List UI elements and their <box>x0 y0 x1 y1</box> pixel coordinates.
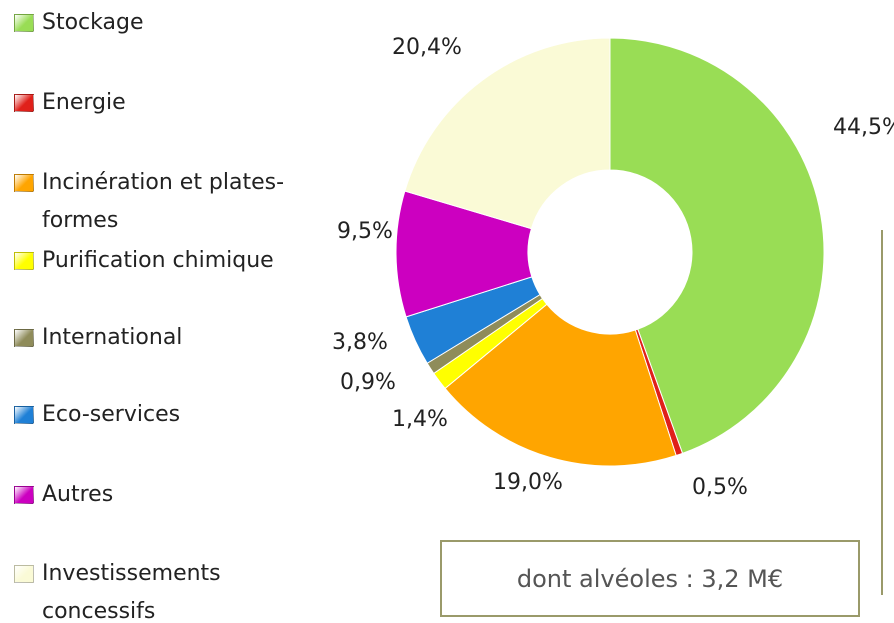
annotation: dont alvéoles : 3,2 M€ <box>440 540 860 617</box>
data-label: 3,8% <box>332 330 388 355</box>
data-label: 20,4% <box>392 35 462 60</box>
legend-label: Incinération et plates-formes <box>42 170 285 233</box>
legend-item: Energie <box>14 84 334 122</box>
legend-item: Autres <box>14 476 334 514</box>
data-label: 0,9% <box>340 370 396 395</box>
annotation-line <box>881 230 883 595</box>
legend-label: Energie <box>42 90 126 115</box>
legend-item: International <box>14 319 334 357</box>
legend-swatch <box>14 329 34 347</box>
slice <box>609 37 825 454</box>
legend-item: Investissements concessifs <box>14 555 334 623</box>
legend-item: Stockage <box>14 4 334 42</box>
slice <box>444 303 677 467</box>
legend-swatch <box>14 565 34 583</box>
legend-label: International <box>42 325 183 350</box>
legend-item: Purification chimique <box>14 242 334 280</box>
data-label: 9,5% <box>337 219 393 244</box>
legend-swatch <box>14 174 34 192</box>
legend-item: Incinération et plates-formes <box>14 164 334 240</box>
data-label: 44,5% <box>833 115 894 140</box>
legend-item: Eco-services <box>14 396 334 434</box>
legend-swatch <box>14 486 34 504</box>
legend-label: Stockage <box>42 10 144 35</box>
legend-swatch <box>14 252 34 270</box>
data-label: 19,0% <box>493 470 563 495</box>
legend-label: Investissements concessifs <box>42 561 221 623</box>
legend-label: Eco-services <box>42 402 181 427</box>
data-label: 0,5% <box>692 475 748 500</box>
legend-label: Autres <box>42 482 114 507</box>
legend-swatch <box>14 14 34 32</box>
legend-swatch <box>14 94 34 112</box>
data-label: 1,4% <box>392 407 448 432</box>
legend-label: Purification chimique <box>42 248 274 273</box>
slice <box>404 37 611 230</box>
legend-swatch <box>14 406 34 424</box>
